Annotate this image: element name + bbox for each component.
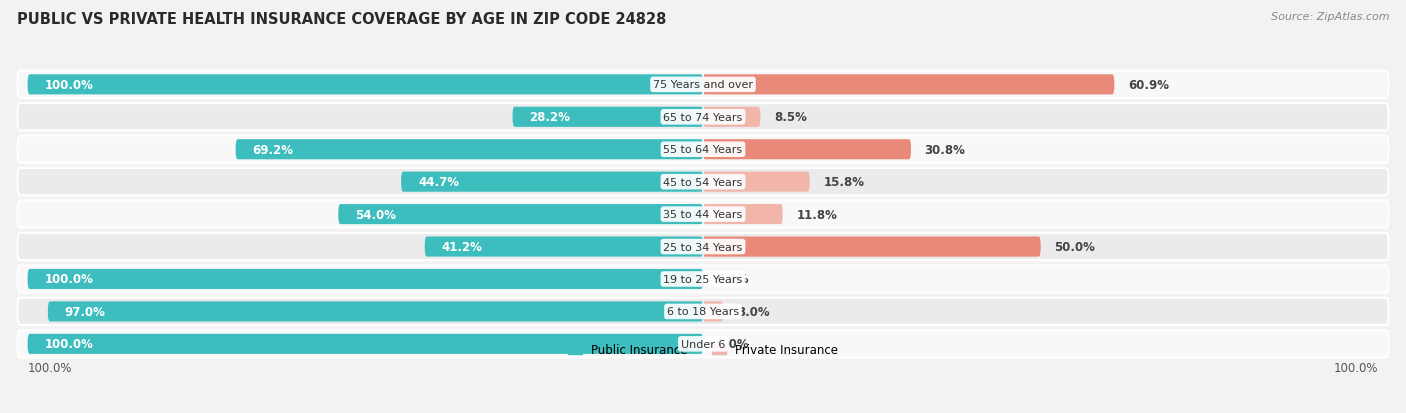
Text: 25 to 34 Years: 25 to 34 Years [664,242,742,252]
Text: 35 to 44 Years: 35 to 44 Years [664,210,742,220]
Text: 3.0%: 3.0% [737,305,769,318]
Text: 100.0%: 100.0% [45,273,93,286]
Text: 100.0%: 100.0% [28,361,72,374]
Text: 0.0%: 0.0% [717,273,749,286]
FancyBboxPatch shape [425,237,703,257]
FancyBboxPatch shape [236,140,703,160]
Text: Source: ZipAtlas.com: Source: ZipAtlas.com [1271,12,1389,22]
Text: Under 6: Under 6 [681,339,725,349]
Legend: Public Insurance, Private Insurance: Public Insurance, Private Insurance [564,338,842,361]
Text: 75 Years and over: 75 Years and over [652,80,754,90]
Text: 65 to 74 Years: 65 to 74 Years [664,112,742,123]
FancyBboxPatch shape [17,71,1389,99]
FancyBboxPatch shape [703,301,723,322]
Text: 50.0%: 50.0% [1054,240,1095,254]
FancyBboxPatch shape [28,334,703,354]
FancyBboxPatch shape [17,169,1389,196]
FancyBboxPatch shape [48,301,703,322]
FancyBboxPatch shape [17,136,1389,164]
Text: PUBLIC VS PRIVATE HEALTH INSURANCE COVERAGE BY AGE IN ZIP CODE 24828: PUBLIC VS PRIVATE HEALTH INSURANCE COVER… [17,12,666,27]
FancyBboxPatch shape [28,75,703,95]
Text: 19 to 25 Years: 19 to 25 Years [664,274,742,284]
Text: 41.2%: 41.2% [441,240,482,254]
FancyBboxPatch shape [17,330,1389,358]
FancyBboxPatch shape [703,140,911,160]
FancyBboxPatch shape [339,204,703,225]
Text: 15.8%: 15.8% [824,176,865,189]
FancyBboxPatch shape [401,172,703,192]
Text: 100.0%: 100.0% [45,337,93,351]
Text: 69.2%: 69.2% [253,143,294,157]
FancyBboxPatch shape [17,104,1389,131]
FancyBboxPatch shape [703,237,1040,257]
Text: 44.7%: 44.7% [418,176,458,189]
Text: 6 to 18 Years: 6 to 18 Years [666,307,740,317]
FancyBboxPatch shape [17,201,1389,228]
FancyBboxPatch shape [17,266,1389,293]
Text: 60.9%: 60.9% [1128,78,1168,92]
Text: 45 to 54 Years: 45 to 54 Years [664,177,742,187]
FancyBboxPatch shape [17,233,1389,261]
Text: 54.0%: 54.0% [356,208,396,221]
Text: 28.2%: 28.2% [530,111,571,124]
Text: 97.0%: 97.0% [65,305,105,318]
FancyBboxPatch shape [28,269,703,290]
Text: 30.8%: 30.8% [925,143,966,157]
FancyBboxPatch shape [703,172,810,192]
FancyBboxPatch shape [703,107,761,128]
Text: 11.8%: 11.8% [796,208,837,221]
FancyBboxPatch shape [17,298,1389,325]
Text: 55 to 64 Years: 55 to 64 Years [664,145,742,155]
FancyBboxPatch shape [703,204,783,225]
Text: 100.0%: 100.0% [1334,361,1378,374]
Text: 8.5%: 8.5% [773,111,807,124]
FancyBboxPatch shape [703,75,1115,95]
Text: 100.0%: 100.0% [45,78,93,92]
Text: 0.0%: 0.0% [717,337,749,351]
FancyBboxPatch shape [513,107,703,128]
